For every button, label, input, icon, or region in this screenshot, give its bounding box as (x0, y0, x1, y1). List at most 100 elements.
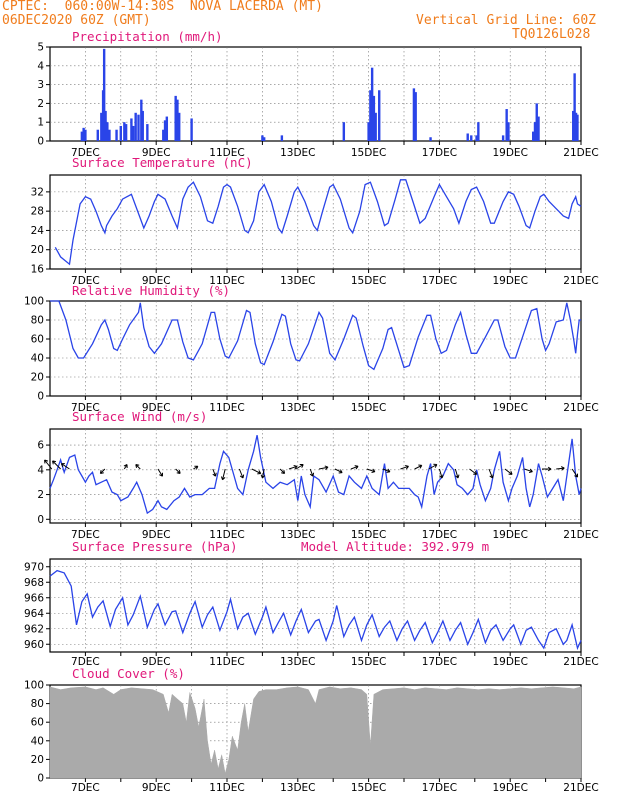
precip-bar (374, 112, 377, 141)
precip-bar (104, 110, 107, 141)
precip-bar (165, 116, 169, 141)
precip-bar (573, 73, 576, 141)
cloud-xtick-label: 7DEC (71, 782, 100, 794)
precip-bar (131, 125, 135, 141)
cloud-area (49, 686, 582, 779)
precip-bar (412, 88, 416, 141)
wind-wind-vector (438, 468, 444, 479)
wind-wind-vector (571, 468, 579, 478)
precip-bar (84, 129, 87, 141)
precip-bar (134, 112, 137, 141)
rh-ytick-label: 100 (24, 296, 44, 308)
precip-bar (537, 116, 540, 141)
precip-bar (178, 112, 181, 141)
rh-xtick-label: 15DEC (351, 402, 386, 414)
temp-xtick-label: 7DEC (71, 275, 100, 287)
precip-bar (190, 118, 193, 141)
wind-wind-vector (309, 468, 315, 477)
precip-bar (106, 122, 109, 141)
wind-wind-vector (414, 464, 423, 470)
precip-bar (533, 122, 537, 141)
pressure-xtick-label: 7DEC (71, 656, 100, 668)
wind-ytick-label: 4 (37, 464, 44, 476)
rh-ytick-label: 40 (31, 353, 44, 365)
rh-xtick-label: 11DEC (209, 402, 244, 414)
precip-bar (470, 135, 473, 141)
cloud-xtick-label: 13DEC (280, 782, 315, 794)
precip-xtick-label: 7DEC (71, 147, 100, 159)
precip-bar (507, 122, 510, 141)
header-date: 06DEC2020 60Z (GMT) (2, 13, 151, 28)
wind-wind-vector (400, 464, 409, 470)
precip-ytick-label: 5 (37, 42, 44, 54)
precip-bar (141, 110, 144, 141)
precip-bar (124, 124, 128, 141)
precip-xtick-label: 15DEC (351, 147, 386, 159)
pressure-ytick-label: 970 (24, 561, 44, 573)
temp-ytick-label: 28 (31, 206, 44, 218)
precip-bar (475, 135, 478, 141)
precip-bar (100, 112, 103, 141)
precip-xtick-label: 17DEC (422, 147, 457, 159)
precip-bar (370, 67, 374, 141)
cloud-xtick-label: 17DEC (422, 782, 457, 794)
precip-bar (146, 124, 149, 141)
wind-wind-vector (44, 459, 53, 470)
wind-wind-vector (60, 463, 70, 470)
wind-wind-vector (279, 468, 286, 474)
temp-ytick-label: 16 (31, 264, 45, 276)
precip-bar (280, 135, 284, 141)
header-station: CPTEC: 060:00W-14:30S NOVA LACERDA (MT) (2, 0, 323, 14)
precip-bar (477, 122, 480, 141)
cloud-xtick-label: 15DEC (351, 782, 386, 794)
temp-ytick-label: 32 (31, 186, 44, 198)
wind-wind-vector (542, 466, 552, 472)
wind-wind-vector (295, 463, 304, 470)
precip-title: Precipitation (mm/h) (72, 29, 223, 44)
rh-xtick-label: 7DEC (71, 402, 100, 414)
wind-wind-vector (288, 464, 298, 470)
wind-wind-vector (220, 468, 226, 481)
header-code: TQ0126L028 (512, 27, 591, 42)
rh-series-line (50, 300, 581, 371)
precip-bar (378, 90, 381, 141)
rh-ytick-label: 60 (31, 334, 44, 346)
pressure-title: Surface Pressure (hPa) (72, 539, 238, 554)
wind-wind-vector (123, 464, 128, 470)
wind-wind-vector (524, 468, 533, 474)
pressure-xtick-label: 9DEC (142, 656, 171, 668)
precip-bar (262, 137, 266, 141)
precip-bar (123, 122, 126, 141)
wind-wind-vector (556, 466, 565, 471)
cloud-ytick-label: 100 (24, 680, 44, 692)
wind-wind-vector (382, 468, 391, 473)
precip-bar (501, 135, 505, 141)
precip-bar (102, 48, 106, 141)
rh-xtick-label: 13DEC (280, 402, 315, 414)
precip-bar (115, 129, 118, 141)
wind-ytick-label: 6 (37, 440, 44, 452)
rh-frame (49, 300, 582, 397)
temp-ytick-label: 24 (31, 225, 45, 237)
precip-xtick-label: 21DEC (563, 147, 598, 159)
precip-bar (108, 129, 111, 141)
wind-wind-vector (212, 468, 217, 477)
pressure-ytick-label: 966 (24, 592, 44, 604)
precip-bar (96, 129, 99, 141)
wind-xtick-label: 21DEC (563, 529, 598, 541)
wind-frame (49, 428, 582, 524)
precip-bar (414, 92, 417, 141)
wind-wind-vector (157, 468, 163, 477)
precip-bar (137, 114, 140, 141)
wind-wind-vector (334, 468, 343, 474)
wind-xtick-label: 11DEC (209, 529, 244, 541)
precip-ytick-label: 0 (37, 136, 44, 148)
pressure-xtick-label: 15DEC (351, 656, 386, 668)
precip-bar (532, 131, 535, 141)
rh-title: Relative Humidity (%) (72, 283, 230, 298)
precip-xtick-label: 13DEC (280, 147, 315, 159)
precip-bar (574, 112, 578, 141)
wind-wind-vector (488, 468, 494, 479)
precip-bar (176, 99, 179, 141)
